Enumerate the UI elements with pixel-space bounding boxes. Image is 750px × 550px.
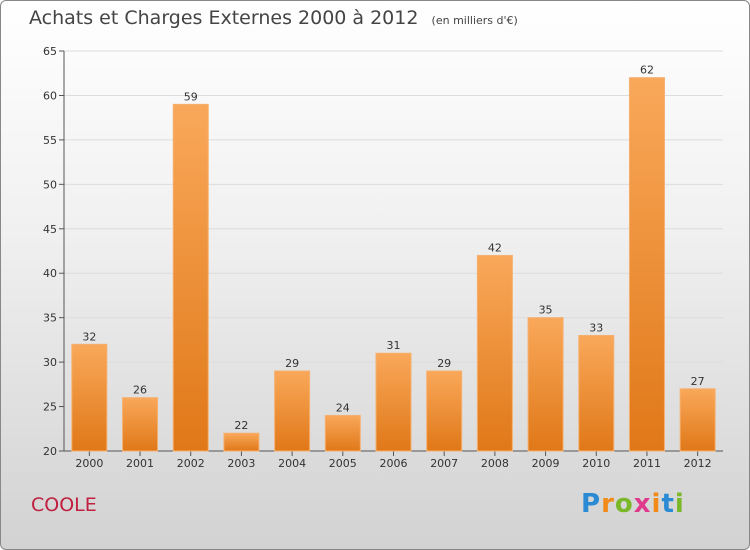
bar-2009 (527, 317, 564, 452)
bar-2003 (223, 432, 260, 452)
bar-2007 (426, 370, 463, 452)
data-label-2010: 33 (589, 321, 603, 334)
bar-2006 (375, 352, 412, 452)
data-label-2012: 27 (691, 375, 705, 388)
data-label-2000: 32 (82, 330, 96, 343)
bar-2002 (172, 103, 209, 452)
title-line: Achats et Charges Externes 2000 à 2012 (… (29, 7, 518, 29)
bar-2000 (71, 343, 108, 452)
x-tick-label-2012: 2012 (684, 457, 712, 470)
x-tick-label-2006: 2006 (380, 457, 408, 470)
logo-letter: o (614, 489, 634, 519)
logo-letter: x (633, 489, 652, 519)
x-tick-label-2003: 2003 (227, 457, 255, 470)
bar-2011 (628, 77, 665, 452)
data-label-2006: 31 (387, 339, 401, 352)
y-tick-label: 45 (43, 223, 57, 236)
x-tick-label-2001: 2001 (126, 457, 154, 470)
data-label-2008: 42 (488, 241, 502, 254)
y-tick-label: 20 (43, 445, 57, 458)
logo-letter: r (601, 489, 615, 519)
x-tick-label-2000: 2000 (75, 457, 103, 470)
y-tick-label: 40 (43, 267, 57, 280)
x-tick-label-2007: 2007 (430, 457, 458, 470)
x-tick-label-2009: 2009 (532, 457, 560, 470)
bar-2012 (679, 388, 716, 452)
x-tick-label-2004: 2004 (278, 457, 306, 470)
x-tick-label-2002: 2002 (177, 457, 205, 470)
x-tick-label-2005: 2005 (329, 457, 357, 470)
y-tick-label: 60 (43, 89, 57, 102)
data-label-2002: 59 (184, 90, 198, 103)
data-label-2003: 22 (234, 419, 248, 432)
x-tick-label-2008: 2008 (481, 457, 509, 470)
proxiti-logo: Proxiti (581, 489, 685, 519)
logo-letter: t (661, 489, 675, 519)
data-label-2001: 26 (133, 384, 147, 397)
logo-letter: i (674, 489, 685, 519)
logo-letter: i (651, 489, 662, 519)
data-label-2005: 24 (336, 401, 350, 414)
data-label-2007: 29 (437, 357, 451, 370)
y-tick-label: 55 (43, 134, 57, 147)
data-label-2011: 62 (640, 64, 654, 77)
x-tick-label-2010: 2010 (582, 457, 610, 470)
chart-unit: (en milliers d'€) (431, 14, 518, 27)
y-tick-label: 25 (43, 401, 57, 414)
bar-2008 (476, 254, 513, 452)
x-tick-label-2011: 2011 (633, 457, 661, 470)
bar-layer (71, 77, 716, 452)
y-tick-label: 65 (43, 45, 57, 58)
y-tick-label: 35 (43, 312, 57, 325)
label-layer: 20 25 30 35 40 45 50 55 60 65 32 2000 26 2001 59 2002 22… (43, 45, 712, 470)
logo-letter: P (581, 489, 602, 519)
commune-name: COOLE (31, 494, 97, 516)
bar-2010 (578, 334, 615, 452)
chart-title: Achats et Charges Externes 2000 à 2012 (29, 7, 419, 29)
bar-2004 (274, 370, 311, 452)
data-label-2009: 35 (539, 304, 553, 317)
bar-2001 (122, 397, 159, 452)
y-tick-label: 50 (43, 178, 57, 191)
bar-2005 (324, 414, 361, 452)
data-label-2004: 29 (285, 357, 299, 370)
y-tick-label: 30 (43, 356, 57, 369)
